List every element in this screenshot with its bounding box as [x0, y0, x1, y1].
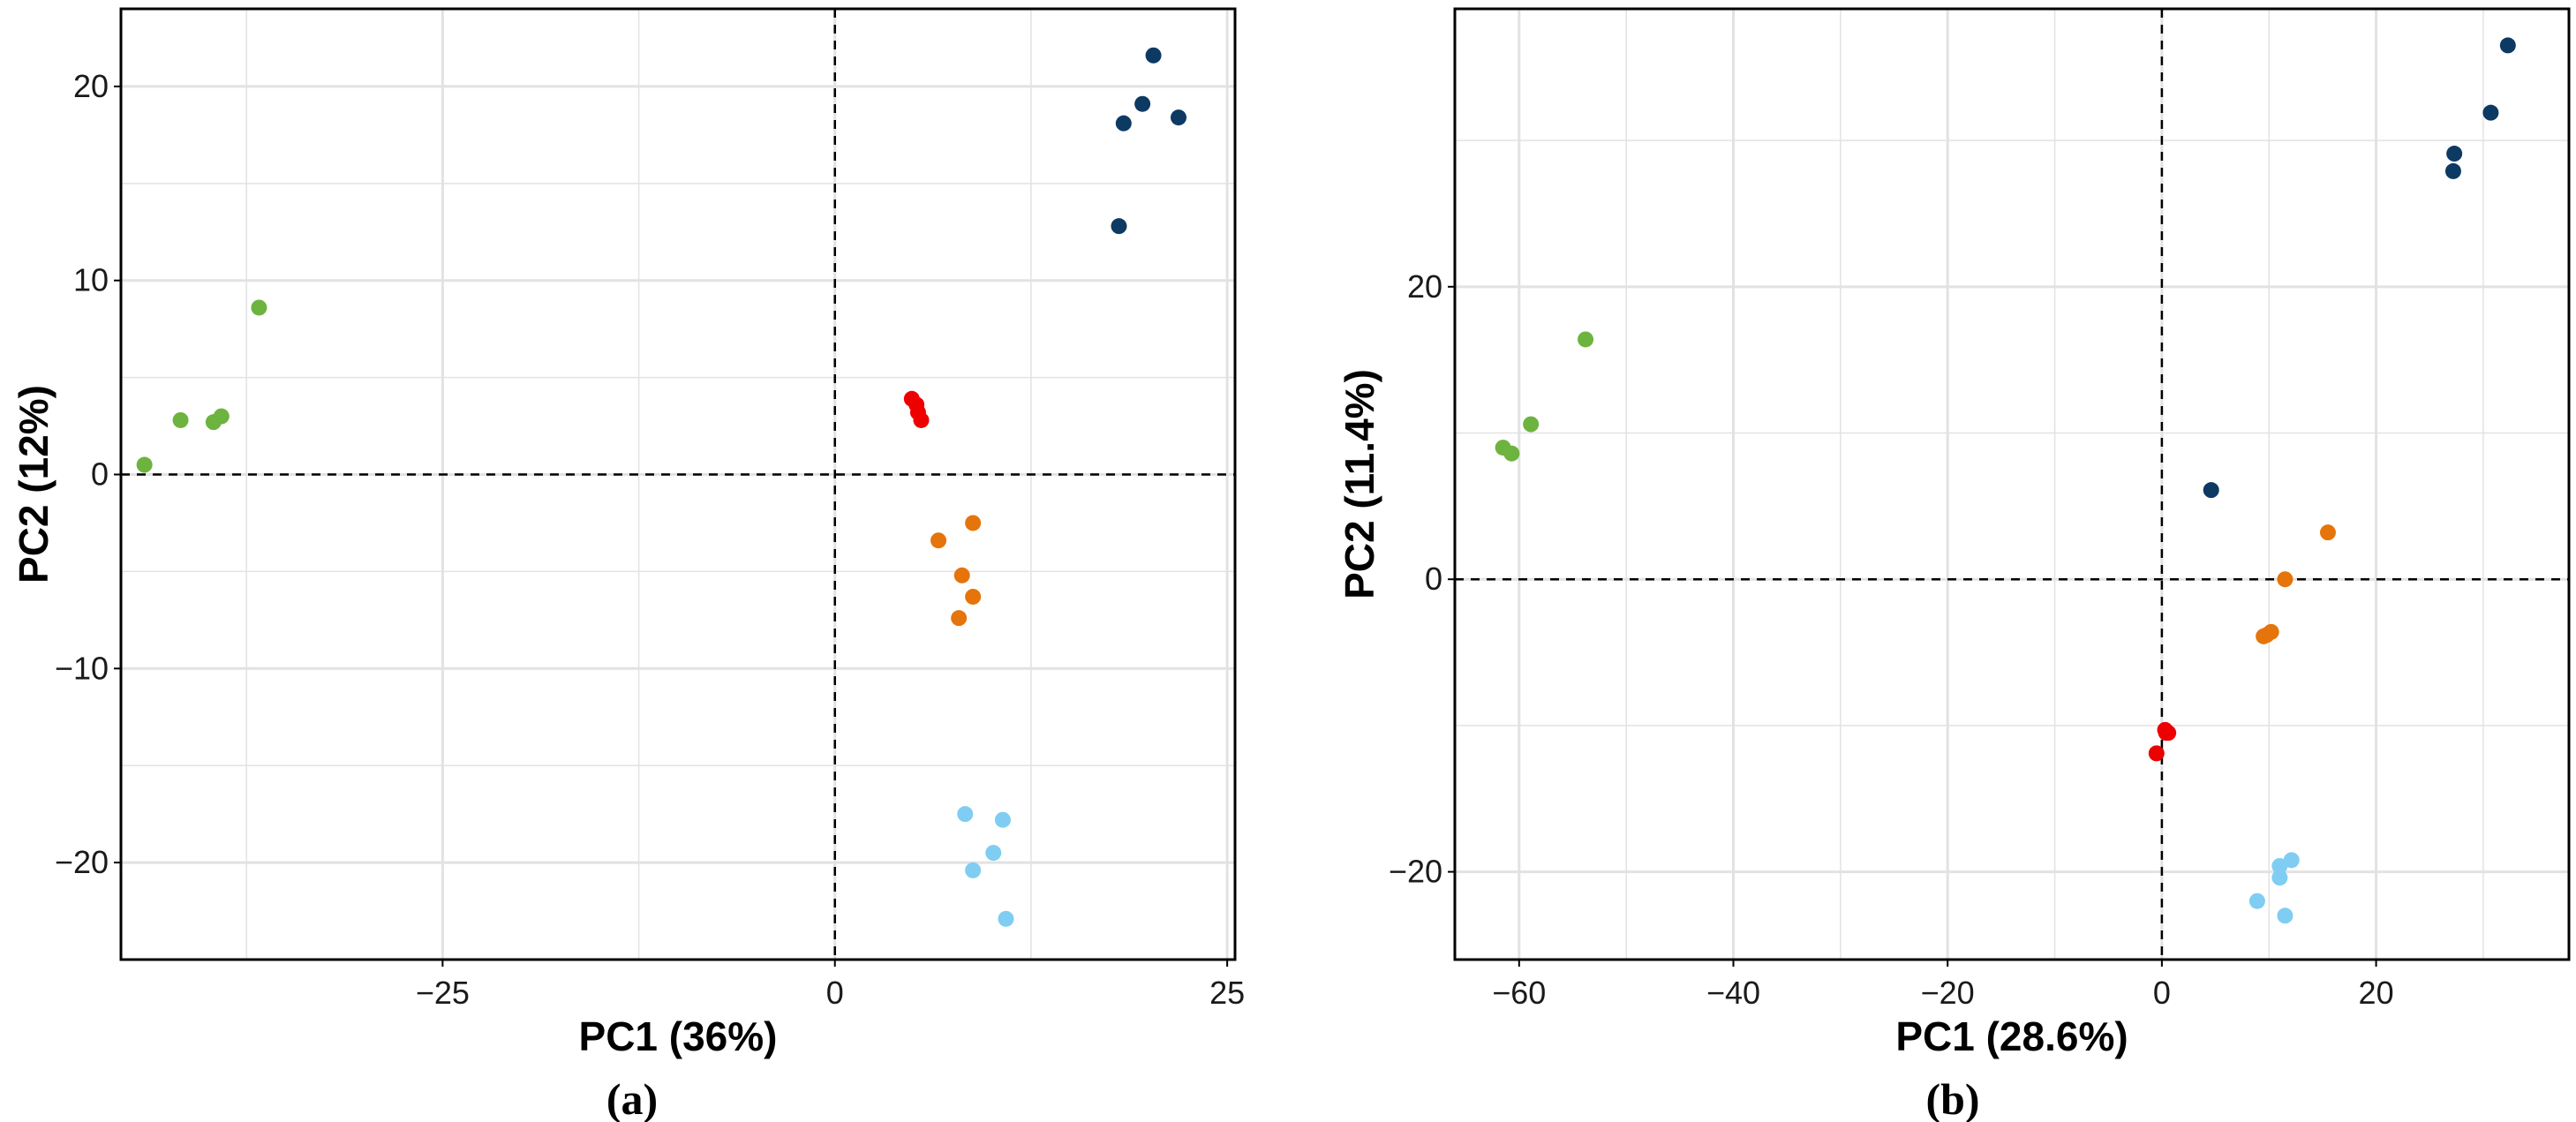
panel-a-point-lightblue — [998, 910, 1014, 927]
panel-b-point-lightblue — [2271, 870, 2288, 886]
panel-a-point-green — [172, 411, 189, 428]
panel-a-x-tick-label: 0 — [826, 975, 844, 1011]
panel-b-point-navy — [2203, 482, 2219, 499]
panel-b-point-orange — [2319, 524, 2336, 541]
panel-a-point-navy — [1134, 95, 1151, 112]
panel-b-point-green — [1503, 445, 1520, 462]
panel-b-x-tick-labels: −60 −40 −20 0 20 — [1492, 960, 2394, 1011]
panel-a-y-tick-labels: −20 −10 0 10 20 — [55, 68, 121, 880]
panel-a-point-navy — [1111, 218, 1127, 235]
panel-b-point-lightblue — [2277, 907, 2294, 924]
panel-a-y-tick-label: −20 — [55, 844, 109, 880]
panel-a-minor-grid — [121, 9, 1235, 960]
panel-a-y-tick-label: 20 — [73, 68, 109, 104]
panel-b-point-lightblue — [2248, 892, 2265, 909]
panel-a-x-axis-title: PC1 (36%) — [579, 1013, 778, 1059]
panel-b-point-green — [1523, 416, 1540, 433]
panel-a-scatter-plot: −25 0 25 −20 −10 0 10 20 PC1 (36%) PC2 (12%) (… — [11, 7, 1245, 1122]
panel-a-point-orange — [965, 515, 982, 531]
panel-a-reference-lines — [121, 9, 1235, 960]
panel-b-x-tick-label: −20 — [1921, 975, 1975, 1011]
panel-b-point-lightblue — [2271, 857, 2288, 874]
panel-b-plot-frame — [1453, 7, 2571, 961]
panel-a-y-tick-label: −10 — [55, 650, 109, 686]
panel-b-y-tick-labels: −20 0 20 — [1389, 268, 1455, 890]
panel-b-x-tick-label: 0 — [2153, 975, 2171, 1011]
panel-a-point-green — [136, 456, 153, 473]
panel-b-point-lightblue — [2283, 852, 2300, 869]
panel-a-x-tick-label: −25 — [416, 975, 470, 1011]
panel-b-x-tick-label: 20 — [2359, 975, 2394, 1011]
panel-b-minor-grid — [1455, 9, 2569, 960]
panel-b-x-axis-title: PC1 (28.6%) — [1895, 1013, 2128, 1059]
panel-b-y-tick-label: 0 — [1425, 561, 1442, 597]
panel-a-y-tick-label: 0 — [91, 456, 109, 493]
panel-b-y-axis-title: PC2 (11.4%) — [1337, 369, 1382, 599]
panel-b-x-tick-label: −60 — [1492, 975, 1546, 1011]
panel-a-point-navy — [1115, 115, 1132, 132]
panel-a-points — [136, 47, 1187, 927]
panel-a-label: (a) — [606, 1074, 658, 1122]
panel-a-point-navy — [1145, 47, 1162, 64]
panel-b-point-orange — [2256, 628, 2272, 644]
panel-a-point-lightblue — [957, 806, 974, 823]
panel-b-point-red — [2148, 745, 2165, 762]
panel-b-scatter-plot: −60 −40 −20 0 20 −20 0 20 PC1 (28.6%) PC2 (11.… — [1337, 7, 2571, 1122]
panel-b-point-navy — [2482, 104, 2499, 121]
panel-a-point-lightblue — [965, 862, 982, 878]
panel-b-y-tick-label: 20 — [1407, 268, 1442, 305]
panel-b-major-grid — [1455, 9, 2569, 960]
panel-b-y-tick-label: −20 — [1389, 854, 1442, 890]
panel-b-points — [1495, 37, 2516, 924]
panel-a-point-red — [913, 411, 930, 428]
panel-a-plot-frame — [119, 7, 1237, 961]
panel-b-point-green — [1578, 331, 1594, 348]
panel-b-point-navy — [2499, 37, 2516, 54]
panel-a-point-orange — [953, 567, 970, 584]
panel-a-major-grid — [121, 9, 1235, 960]
panel-b-label: (b) — [1925, 1074, 1979, 1122]
panel-a-point-orange — [930, 532, 947, 549]
panel-b-point-orange — [2277, 571, 2294, 588]
panel-b-point-navy — [2444, 162, 2461, 179]
panel-a-x-tick-labels: −25 0 25 — [416, 960, 1245, 1011]
panel-b-reference-lines — [1455, 9, 2569, 960]
panel-a-point-green — [251, 299, 267, 316]
panel-a-point-navy — [1171, 109, 1187, 126]
panel-a-y-tick-label: 10 — [73, 262, 109, 298]
panel-a-point-lightblue — [985, 845, 1002, 862]
panel-a-point-green — [213, 408, 230, 425]
panel-a-point-orange — [951, 610, 968, 627]
panel-b-point-navy — [2446, 146, 2463, 162]
panel-b-x-tick-label: −40 — [1706, 975, 1760, 1011]
panel-a-x-tick-label: 25 — [1209, 975, 1245, 1011]
panel-a-y-axis-title: PC2 (12%) — [11, 385, 56, 584]
panel-a-point-lightblue — [994, 811, 1011, 828]
panel-b-point-red — [2160, 725, 2177, 742]
panel-a-point-orange — [965, 588, 982, 605]
